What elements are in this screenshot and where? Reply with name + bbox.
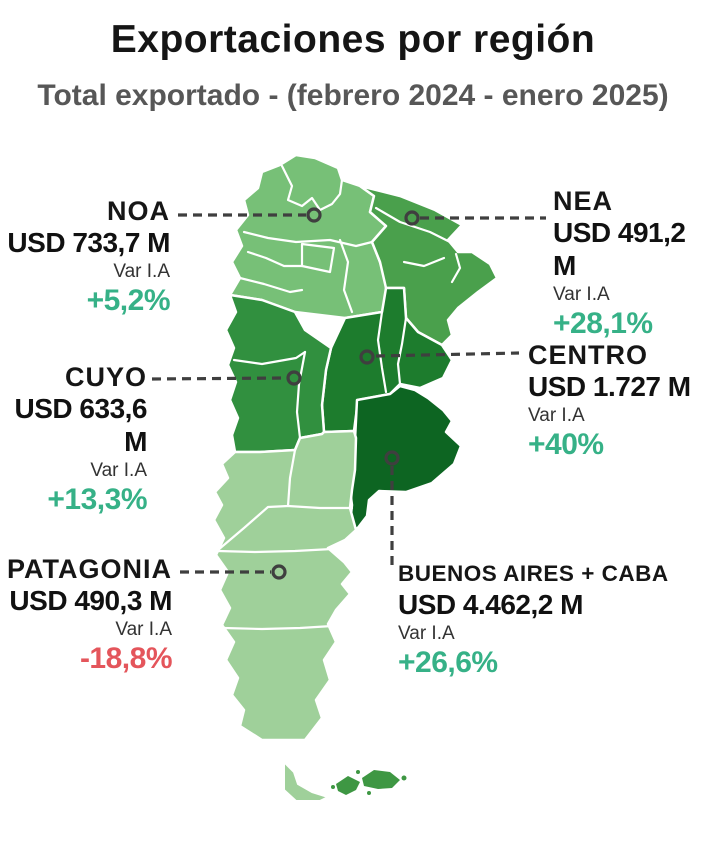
region-var-label: Var I.A [113,261,170,282]
region-var-label: Var I.A [528,405,585,426]
region-pct-value: -18,8% [79,642,173,675]
province-borders [216,164,462,631]
region-usd-value: USD 490,3 M [9,585,172,616]
malvinas-islands-icon [331,770,407,795]
region-pct-value: +40% [528,428,604,461]
marker-patagonia [271,564,287,580]
map-region-nea [358,184,499,347]
region-label-nea: NEA USD 491,2 M Var I.A +28,1% [553,186,706,341]
region-label-centro: CENTRO USD 1.727 M Var I.A +40% [528,340,691,462]
region-pct-value: +28,1% [553,307,653,340]
region-name: NOA [107,196,170,226]
region-name: BUENOS AIRES + CABA [398,561,669,586]
region-var-label: Var I.A [115,619,172,640]
map-region-patagonia [212,429,358,742]
map-region-buenos-aires [348,384,463,531]
map-region-cuyo [224,293,333,454]
connector-cuyo [151,376,287,381]
region-var-label: Var I.A [553,284,610,305]
marker-cuyo [286,370,302,386]
region-name: CENTRO [528,340,648,370]
region-usd-value: USD 1.727 M [528,371,691,402]
region-pct-value: +13,3% [47,483,147,516]
connector-centro [375,351,520,358]
map-region-tierra-del-fuego [283,761,329,802]
region-usd-value: USD 491,2 M [553,217,686,281]
marker-nea [404,210,420,226]
page-subtitle: Total exportado - (febrero 2024 - enero … [37,79,669,112]
region-label-cuyo: CUYO USD 633,6 M Var I.A +13,3% [0,362,148,517]
region-name: PATAGONIA [7,554,172,584]
marker-noa [306,207,322,223]
marker-buenos-aires [384,450,400,466]
region-name: NEA [553,186,614,216]
marker-centro [359,349,375,365]
region-pct-value: +26,6% [398,646,498,679]
region-var-label: Var I.A [90,460,147,481]
region-label-patagonia: PATAGONIA USD 490,3 M Var I.A -18,8% [7,554,173,676]
region-usd-value: USD 633,6 M [14,393,148,457]
page-title: Exportaciones por región [110,18,596,61]
region-label-noa: NOA USD 733,7 M Var I.A +5,2% [7,196,170,318]
region-name: CUYO [64,362,147,392]
region-usd-value: USD 733,7 M [7,227,170,258]
map-region-noa [228,153,390,320]
region-usd-value: USD 4.462,2 M [398,589,583,620]
region-var-label: Var I.A [398,623,455,644]
region-pct-value: +5,2% [86,284,171,317]
region-label-buenos-aires-caba: BUENOS AIRES + CABA USD 4.462,2 M Var I.… [398,560,669,680]
